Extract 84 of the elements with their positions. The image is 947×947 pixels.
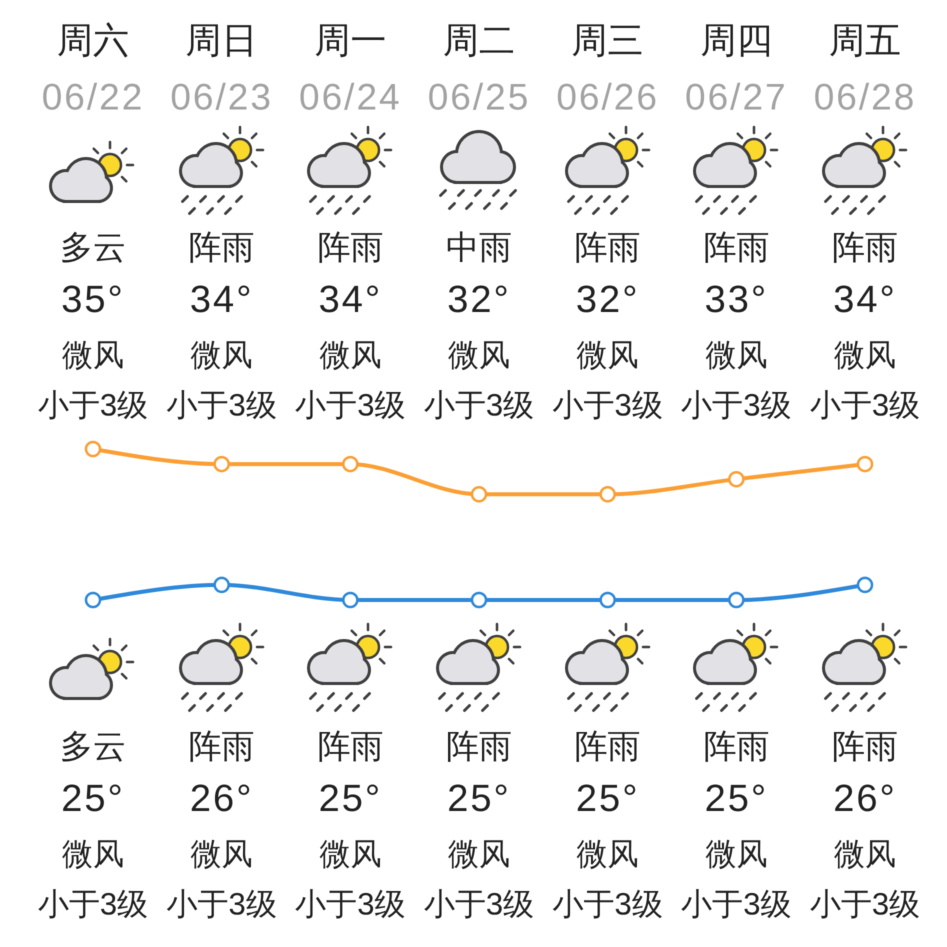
data-label: 32° bbox=[447, 279, 511, 321]
point bbox=[213, 456, 230, 472]
data-label: 25° bbox=[61, 778, 125, 820]
text: 微风 bbox=[319, 836, 382, 872]
text: 小于3级 bbox=[166, 886, 277, 922]
data-label: 26° bbox=[833, 778, 897, 820]
text: 阵雨 bbox=[832, 228, 898, 266]
point bbox=[728, 592, 745, 608]
text: 阵雨 bbox=[188, 728, 255, 764]
point bbox=[213, 576, 230, 594]
text: 小于3级 bbox=[810, 388, 920, 422]
point bbox=[84, 440, 102, 458]
text: 06/26 bbox=[556, 76, 659, 118]
data-label: 26° bbox=[190, 778, 254, 820]
text: 微风 bbox=[190, 836, 253, 872]
text: 小于3级 bbox=[295, 388, 406, 422]
x-tick-label: 周六 bbox=[57, 20, 129, 60]
text: 阵雨 bbox=[317, 228, 384, 266]
text: 06/28 bbox=[814, 76, 916, 118]
point bbox=[342, 592, 359, 608]
point bbox=[342, 456, 359, 472]
point bbox=[599, 486, 616, 503]
text: 阵雨 bbox=[574, 728, 641, 764]
text: 微风 bbox=[62, 836, 124, 872]
x-tick-label: 周日 bbox=[186, 20, 258, 60]
text: 微风 bbox=[319, 338, 382, 372]
text: 小于3级 bbox=[424, 388, 534, 422]
text: 06/27 bbox=[685, 76, 788, 118]
data-label: 25° bbox=[447, 778, 511, 820]
point bbox=[599, 592, 616, 608]
text: 小于3级 bbox=[38, 886, 148, 922]
data-label: 34° bbox=[833, 279, 897, 321]
point bbox=[470, 592, 488, 608]
point bbox=[84, 592, 102, 608]
text: 06/23 bbox=[170, 76, 273, 118]
text: 小于3级 bbox=[552, 886, 663, 922]
text: 小于3级 bbox=[681, 388, 792, 422]
data-label: 25° bbox=[318, 778, 382, 820]
text: 微风 bbox=[705, 338, 768, 372]
text: 阵雨 bbox=[574, 228, 641, 266]
text: 微风 bbox=[834, 338, 896, 372]
text: 微风 bbox=[576, 836, 639, 872]
point bbox=[470, 486, 488, 503]
text: 06/22 bbox=[42, 76, 144, 118]
text: 小于3级 bbox=[810, 886, 920, 922]
text: 小于3级 bbox=[681, 886, 792, 922]
text: 多云 bbox=[60, 728, 126, 764]
data-label: 25° bbox=[704, 778, 768, 820]
text: 阵雨 bbox=[832, 728, 898, 764]
point bbox=[856, 456, 874, 472]
text: 微风 bbox=[705, 836, 768, 872]
data-label: 25° bbox=[576, 778, 640, 820]
x-tick-label: 周四 bbox=[700, 20, 772, 60]
text: 小于3级 bbox=[552, 388, 663, 422]
x-tick-label: 周一 bbox=[314, 20, 386, 60]
data-label: 32° bbox=[576, 279, 640, 321]
text: 微风 bbox=[62, 338, 124, 372]
text: 阵雨 bbox=[446, 728, 512, 764]
text: 小于3级 bbox=[295, 886, 406, 922]
text: 微风 bbox=[834, 836, 896, 872]
x-tick-label: 周二 bbox=[443, 20, 515, 60]
data-label: 35° bbox=[61, 279, 125, 321]
text: 微风 bbox=[448, 836, 510, 872]
x-tick-label: 周五 bbox=[829, 20, 901, 60]
text: 微风 bbox=[448, 338, 510, 372]
data-label: 34° bbox=[190, 279, 254, 321]
text: 小于3级 bbox=[424, 886, 534, 922]
point bbox=[728, 470, 745, 488]
x-tick-label: 周三 bbox=[572, 20, 644, 60]
text: 小于3级 bbox=[38, 388, 148, 422]
point bbox=[856, 576, 874, 594]
text: 06/24 bbox=[299, 76, 402, 118]
text: 微风 bbox=[576, 338, 639, 372]
text: 06/25 bbox=[428, 76, 530, 118]
text: 微风 bbox=[190, 338, 253, 372]
text: 多云 bbox=[60, 228, 126, 266]
text: 小于3级 bbox=[166, 388, 277, 422]
data-label: 33° bbox=[704, 279, 768, 321]
text: 阵雨 bbox=[703, 228, 770, 266]
text: 中雨 bbox=[446, 228, 512, 266]
data-label: 34° bbox=[318, 279, 382, 321]
text: 阵雨 bbox=[703, 728, 770, 764]
text: 阵雨 bbox=[317, 728, 384, 764]
text: 阵雨 bbox=[188, 228, 255, 266]
